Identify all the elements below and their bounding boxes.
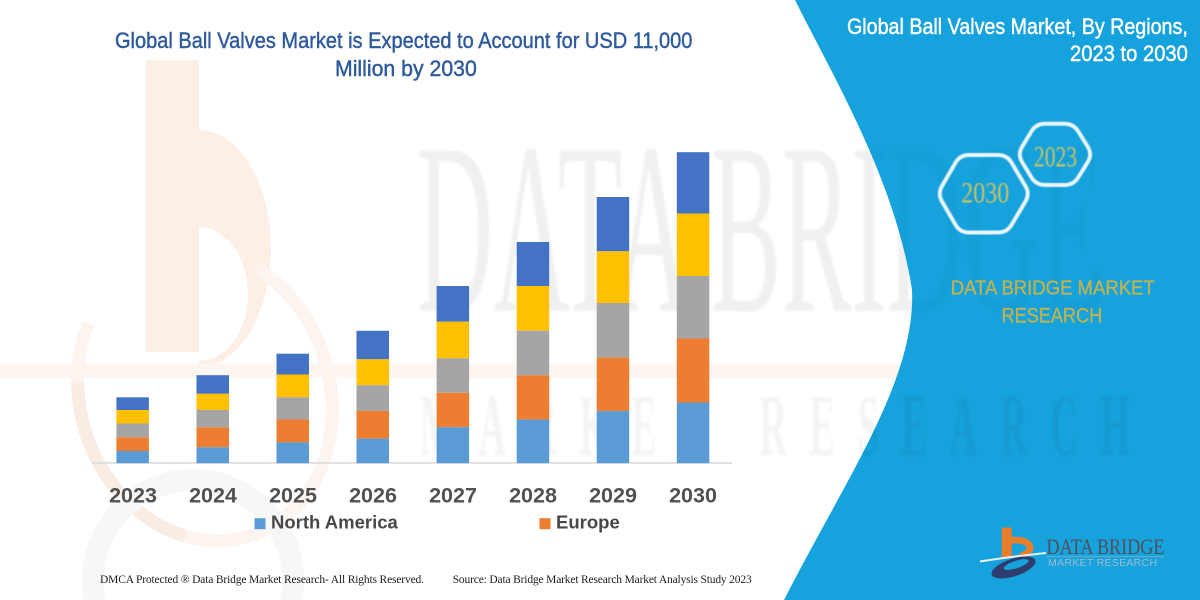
svg-text:RESEARCH: RESEARCH [1002, 304, 1103, 328]
svg-text:2030: 2030 [961, 176, 1009, 209]
svg-text:North America: North America [271, 512, 399, 533]
svg-text:Global Ball Valves Market, By: Global Ball Valves Market, By Regions, [847, 15, 1188, 39]
svg-text:Source: Data Bridge Market Res: Source: Data Bridge Market Research Mark… [453, 574, 752, 586]
svg-text:2025: 2025 [269, 484, 317, 508]
svg-text:2026: 2026 [349, 484, 397, 508]
svg-text:2027: 2027 [429, 484, 477, 508]
svg-text:2023 to 2030: 2023 to 2030 [1070, 42, 1188, 66]
svg-text:2023: 2023 [109, 484, 157, 508]
svg-text:2028: 2028 [509, 484, 557, 508]
svg-text:MARKET RESEARCH: MARKET RESEARCH [1048, 557, 1157, 569]
svg-text:2029: 2029 [589, 484, 637, 508]
svg-text:DMCA Protected ® Data Bridge M: DMCA Protected ® Data Bridge Market Rese… [100, 574, 424, 586]
svg-text:DATA BRIDGE MARKET: DATA BRIDGE MARKET [951, 278, 1155, 300]
svg-text:Global Ball Valves Market is E: Global Ball Valves Market is Expected to… [115, 29, 692, 53]
svg-text:2024: 2024 [189, 484, 237, 508]
svg-text:Million by 2030: Million by 2030 [335, 56, 477, 81]
svg-text:2030: 2030 [669, 484, 717, 508]
svg-text:DATA BRIDGE: DATA BRIDGE [1047, 535, 1165, 559]
svg-text:2023: 2023 [1034, 140, 1077, 173]
svg-text:Europe: Europe [556, 512, 620, 533]
